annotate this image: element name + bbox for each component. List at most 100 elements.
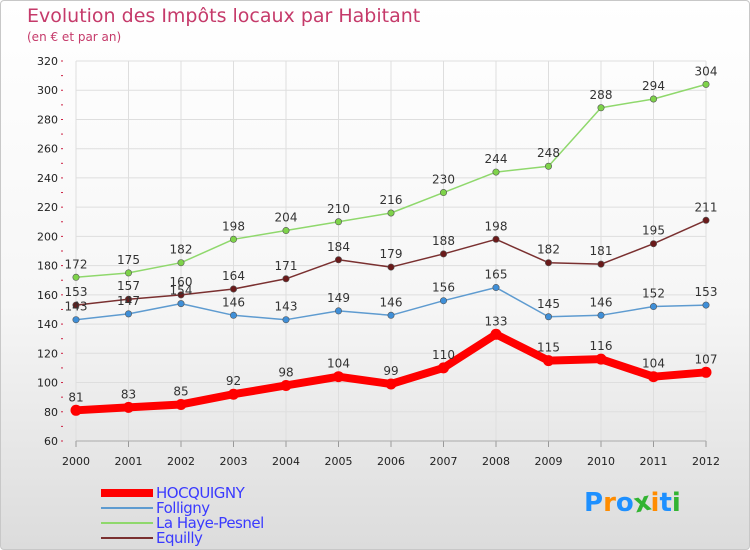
data-label: 179 <box>380 247 403 261</box>
data-point <box>439 250 447 258</box>
data-label: 211 <box>695 200 718 214</box>
data-label: 244 <box>485 152 508 166</box>
data-label: 92 <box>226 374 241 388</box>
data-point <box>700 366 712 378</box>
data-point <box>282 227 290 235</box>
data-point <box>544 259 552 267</box>
x-tick-label: 2012 <box>692 455 720 468</box>
data-point <box>702 80 710 88</box>
data-label: 104 <box>327 357 350 371</box>
data-point <box>177 291 185 299</box>
data-label: 157 <box>117 279 140 293</box>
legend-swatch-equilly <box>101 537 153 539</box>
data-point <box>125 310 133 318</box>
x-tick-label: 2008 <box>482 455 510 468</box>
data-label: 198 <box>485 219 508 233</box>
data-label: 160 <box>170 275 193 289</box>
data-point <box>177 259 185 267</box>
data-point <box>333 371 344 383</box>
data-point <box>334 218 342 226</box>
y-tick-label: 240 <box>37 172 58 185</box>
data-label: 98 <box>278 365 293 379</box>
data-point <box>597 104 605 112</box>
y-tick-label: 160 <box>37 289 58 302</box>
logo-letter: t <box>659 488 672 518</box>
data-label: 133 <box>485 314 508 328</box>
data-point <box>230 235 238 243</box>
x-tick-label: 2001 <box>115 455 143 468</box>
data-point <box>597 260 605 268</box>
y-tick-label: 80 <box>44 406 58 419</box>
data-label: 172 <box>65 257 88 271</box>
data-point <box>702 301 710 309</box>
data-point <box>72 316 80 324</box>
data-point <box>123 401 134 413</box>
data-label: 165 <box>485 268 508 282</box>
data-point <box>282 316 290 324</box>
data-point <box>72 301 80 309</box>
logo-letter: P <box>584 488 604 518</box>
data-label: 85 <box>173 384 188 398</box>
x-tick-label: 2002 <box>167 455 195 468</box>
data-label: 143 <box>65 300 88 314</box>
y-tick-label: 100 <box>37 377 58 390</box>
y-tick-label: 180 <box>37 260 58 273</box>
data-label: 116 <box>590 339 613 353</box>
data-label: 210 <box>327 202 350 216</box>
data-point <box>595 353 607 365</box>
legend-swatch-folligny <box>101 507 153 509</box>
data-point <box>438 362 449 374</box>
legend-label-folligny: Folligny <box>156 499 210 517</box>
data-point <box>543 355 554 367</box>
data-label: 143 <box>275 300 298 314</box>
data-label: 216 <box>380 193 403 207</box>
data-point <box>387 209 395 217</box>
logo-letter: i <box>650 488 660 518</box>
data-point <box>177 300 185 308</box>
data-label: 188 <box>432 234 455 248</box>
data-point <box>544 313 552 321</box>
data-point <box>228 388 239 400</box>
data-label: 145 <box>537 297 560 311</box>
y-tick-label: 320 <box>37 55 58 68</box>
data-label: 230 <box>432 173 455 187</box>
data-label: 154 <box>170 284 193 298</box>
data-label: 146 <box>380 295 403 309</box>
data-label: 146 <box>222 295 245 309</box>
data-label: 182 <box>537 243 560 257</box>
data-point <box>230 285 238 293</box>
data-point <box>387 311 395 319</box>
data-point <box>70 404 82 416</box>
data-point <box>280 379 292 391</box>
x-tick-label: 2011 <box>640 455 668 468</box>
data-label: 304 <box>695 64 718 78</box>
data-label: 294 <box>642 79 665 93</box>
data-point <box>230 311 238 319</box>
data-label: 184 <box>327 240 350 254</box>
legend-label-hocquigny: HOCQUIGNY <box>156 484 245 502</box>
x-tick-label: 2004 <box>272 455 300 468</box>
legend-swatch-hocquigny <box>101 489 153 497</box>
data-label: 99 <box>383 364 398 378</box>
data-label: 149 <box>327 291 350 305</box>
data-point <box>649 240 657 248</box>
x-tick-label: 2006 <box>377 455 405 468</box>
data-label: 147 <box>117 294 140 308</box>
data-label: 248 <box>537 146 560 160</box>
data-point <box>702 216 710 224</box>
y-tick-label: 280 <box>37 113 58 126</box>
data-point <box>648 371 659 383</box>
x-tick-label: 2007 <box>430 455 458 468</box>
data-point <box>439 297 447 305</box>
x-tick-label: 2010 <box>587 455 615 468</box>
data-label: 115 <box>537 341 560 355</box>
data-label: 146 <box>590 295 613 309</box>
chart-subtitle: (en € et par an) <box>27 30 122 44</box>
data-point <box>334 307 342 315</box>
y-tick-label: 200 <box>37 230 58 243</box>
data-label: 171 <box>275 259 298 273</box>
y-tick-label: 260 <box>37 143 58 156</box>
data-label: 110 <box>432 348 455 362</box>
